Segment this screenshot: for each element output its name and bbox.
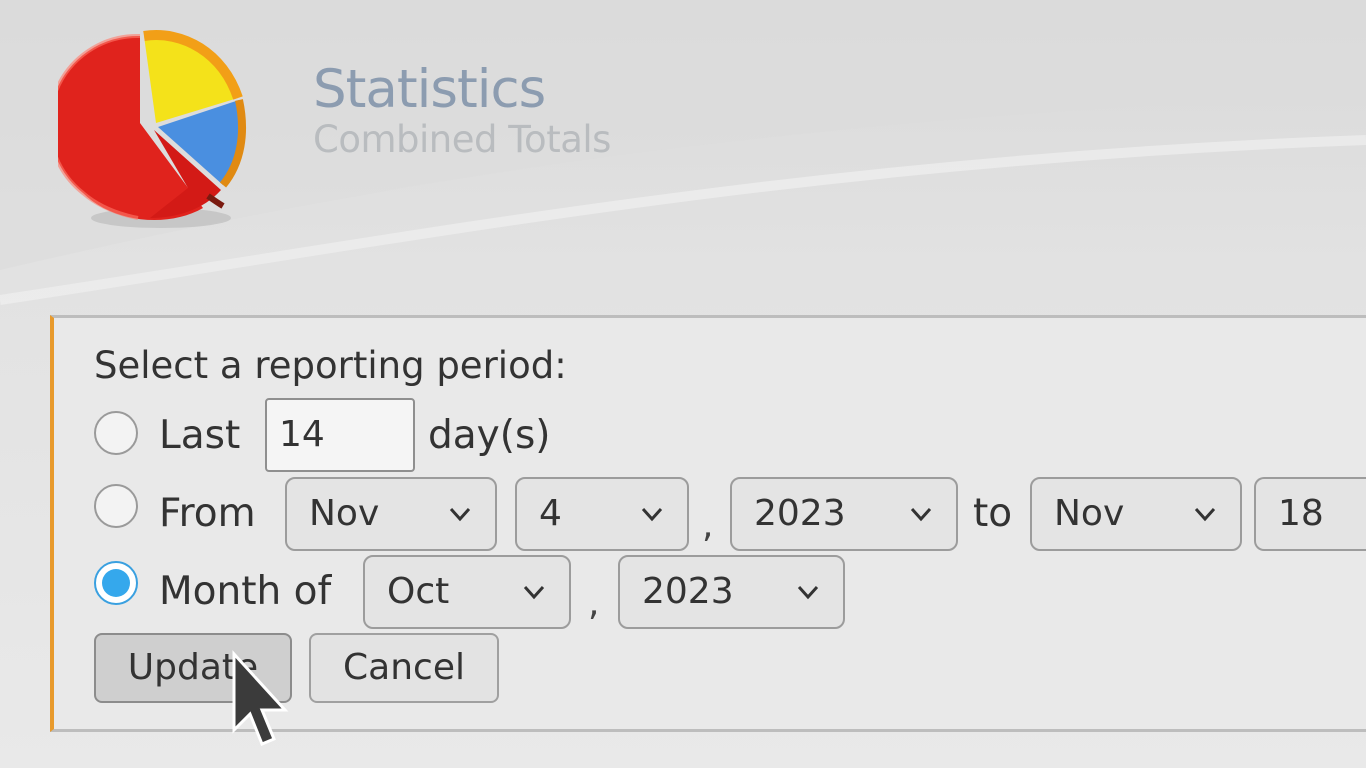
start-year-value: 2023 [754,493,846,534]
radio-month-of[interactable] [94,561,138,605]
chevron-down-icon [797,585,819,600]
month-comma: , [588,583,600,624]
last-label: Last [159,413,241,458]
month-of-label: Month of [159,569,332,614]
mouse-pointer-icon [232,650,289,746]
end-day-select[interactable]: 18 [1254,477,1366,551]
chevron-down-icon [910,507,932,522]
days-input[interactable]: 14 [265,398,415,472]
month-value: Oct [387,571,450,612]
start-day-select[interactable]: 4 [515,477,689,551]
year-value: 2023 [642,571,734,612]
start-year-select[interactable]: 2023 [730,477,958,551]
page-title: Statistics [313,59,546,120]
year-select[interactable]: 2023 [618,555,845,629]
pie-chart-icon [58,30,247,228]
start-month-value: Nov [309,493,380,534]
date-comma: , [702,505,714,546]
end-day-value: 18 [1278,493,1324,534]
start-month-select[interactable]: Nov [285,477,497,551]
days-suffix-label: day(s) [428,413,551,458]
radio-date-range[interactable] [94,484,138,528]
radio-last-days[interactable] [94,411,138,455]
reporting-period-prompt: Select a reporting period: [94,344,567,387]
chevron-down-icon [449,507,471,522]
to-label: to [973,491,1013,536]
end-month-value: Nov [1054,493,1125,534]
end-month-select[interactable]: Nov [1030,477,1242,551]
start-day-value: 4 [539,493,562,534]
chevron-down-icon [641,507,663,522]
page-subtitle: Combined Totals [313,118,611,161]
header-swoosh [0,0,1366,305]
month-select[interactable]: Oct [363,555,571,629]
chevron-down-icon [523,585,545,600]
cancel-button[interactable]: Cancel [309,633,499,703]
chevron-down-icon [1194,507,1216,522]
from-label: From [159,491,256,536]
